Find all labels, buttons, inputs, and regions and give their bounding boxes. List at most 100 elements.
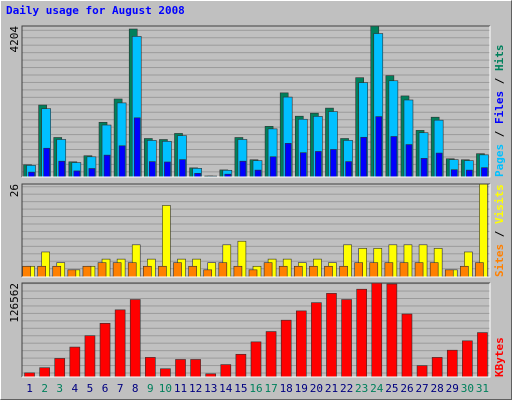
bar <box>73 170 81 178</box>
bar <box>160 368 171 378</box>
plot-border <box>21 282 490 377</box>
x-tick-label: 14 <box>219 382 233 395</box>
bar <box>269 156 277 178</box>
bar <box>339 265 348 278</box>
legend-separator: / <box>493 124 506 144</box>
x-tick-label: 28 <box>431 382 444 395</box>
bar <box>444 269 454 278</box>
bar <box>164 161 171 178</box>
bar <box>356 288 367 378</box>
bar <box>54 358 66 378</box>
x-tick-label: 15 <box>234 382 247 395</box>
bar <box>28 171 35 178</box>
x-tick-label: 16 <box>249 382 262 395</box>
bar <box>280 319 292 378</box>
bar <box>390 136 398 178</box>
bar <box>179 159 186 178</box>
x-tick-label: 13 <box>204 382 217 395</box>
bar <box>84 335 96 378</box>
bar <box>405 144 413 178</box>
bar <box>446 349 458 378</box>
bar <box>37 265 46 278</box>
legend-entry: Visits <box>493 184 506 224</box>
bar <box>414 262 424 278</box>
x-tick-label: 21 <box>325 382 338 395</box>
y-tick-label: 126562 <box>8 283 21 323</box>
bar <box>278 265 288 278</box>
bar <box>295 310 307 378</box>
bar <box>420 158 428 178</box>
x-tick-label: 1 <box>26 382 33 395</box>
bar <box>284 143 292 178</box>
bar <box>235 353 247 378</box>
bar <box>429 262 439 278</box>
bar <box>145 357 156 378</box>
x-tick-label: 4 <box>72 382 79 395</box>
legend: Sites / Visits <box>493 184 506 277</box>
x-tick-label: 9 <box>147 382 154 395</box>
x-tick-label: 3 <box>56 382 63 395</box>
bar <box>43 147 50 178</box>
bar <box>233 265 243 278</box>
x-tick-label: 22 <box>340 382 353 395</box>
legend-entry: Pages <box>493 144 506 177</box>
bar <box>254 169 262 178</box>
bar <box>103 154 111 178</box>
x-tick-label: 8 <box>132 382 139 395</box>
plot-border <box>22 283 491 378</box>
bar <box>190 359 201 378</box>
bar <box>175 359 186 378</box>
x-tick-label: 11 <box>174 382 187 395</box>
bar <box>58 160 66 178</box>
bar <box>239 160 247 178</box>
legend-separator: / <box>493 224 506 244</box>
bar <box>299 152 307 178</box>
legend-separator: / <box>493 71 506 91</box>
bar <box>97 262 107 278</box>
bar <box>133 117 141 178</box>
bar <box>173 262 182 278</box>
bar <box>462 340 473 378</box>
x-tick-label: 30 <box>461 382 474 395</box>
bar <box>248 269 258 278</box>
x-tick-label: 23 <box>355 382 368 395</box>
bar <box>149 161 156 178</box>
bar <box>265 331 277 378</box>
x-tick-label: 12 <box>189 382 202 395</box>
bar <box>435 152 443 178</box>
plot-border <box>21 25 490 177</box>
bar <box>99 323 111 378</box>
bar <box>112 262 122 278</box>
bar <box>450 169 458 178</box>
bar <box>88 168 96 178</box>
bar <box>369 262 379 278</box>
y-tick-label: 4204 <box>8 26 21 53</box>
bar <box>460 265 469 278</box>
bar <box>309 265 318 278</box>
legend-entry: Files <box>493 91 506 124</box>
x-tick-label: 25 <box>385 382 398 395</box>
bar <box>386 283 398 378</box>
plot-border <box>21 183 490 277</box>
bar <box>67 269 77 278</box>
bar <box>375 116 383 178</box>
bar <box>326 293 337 378</box>
bar <box>399 262 409 278</box>
x-tick-label: 5 <box>87 382 94 395</box>
bar <box>401 313 413 378</box>
x-tick-label: 18 <box>280 382 293 395</box>
x-tick-label: 6 <box>102 382 109 395</box>
y-tick-label: 26 <box>8 184 21 197</box>
bar <box>220 364 232 378</box>
chart-title: Daily usage for August 2008 <box>6 4 185 17</box>
bar <box>345 161 352 178</box>
bar <box>24 372 35 378</box>
bar <box>143 265 152 278</box>
x-tick-label: 17 <box>264 382 277 395</box>
bar <box>203 269 213 278</box>
x-tick-label: 2 <box>41 382 48 395</box>
bar <box>416 365 428 378</box>
plot-border <box>22 184 491 278</box>
